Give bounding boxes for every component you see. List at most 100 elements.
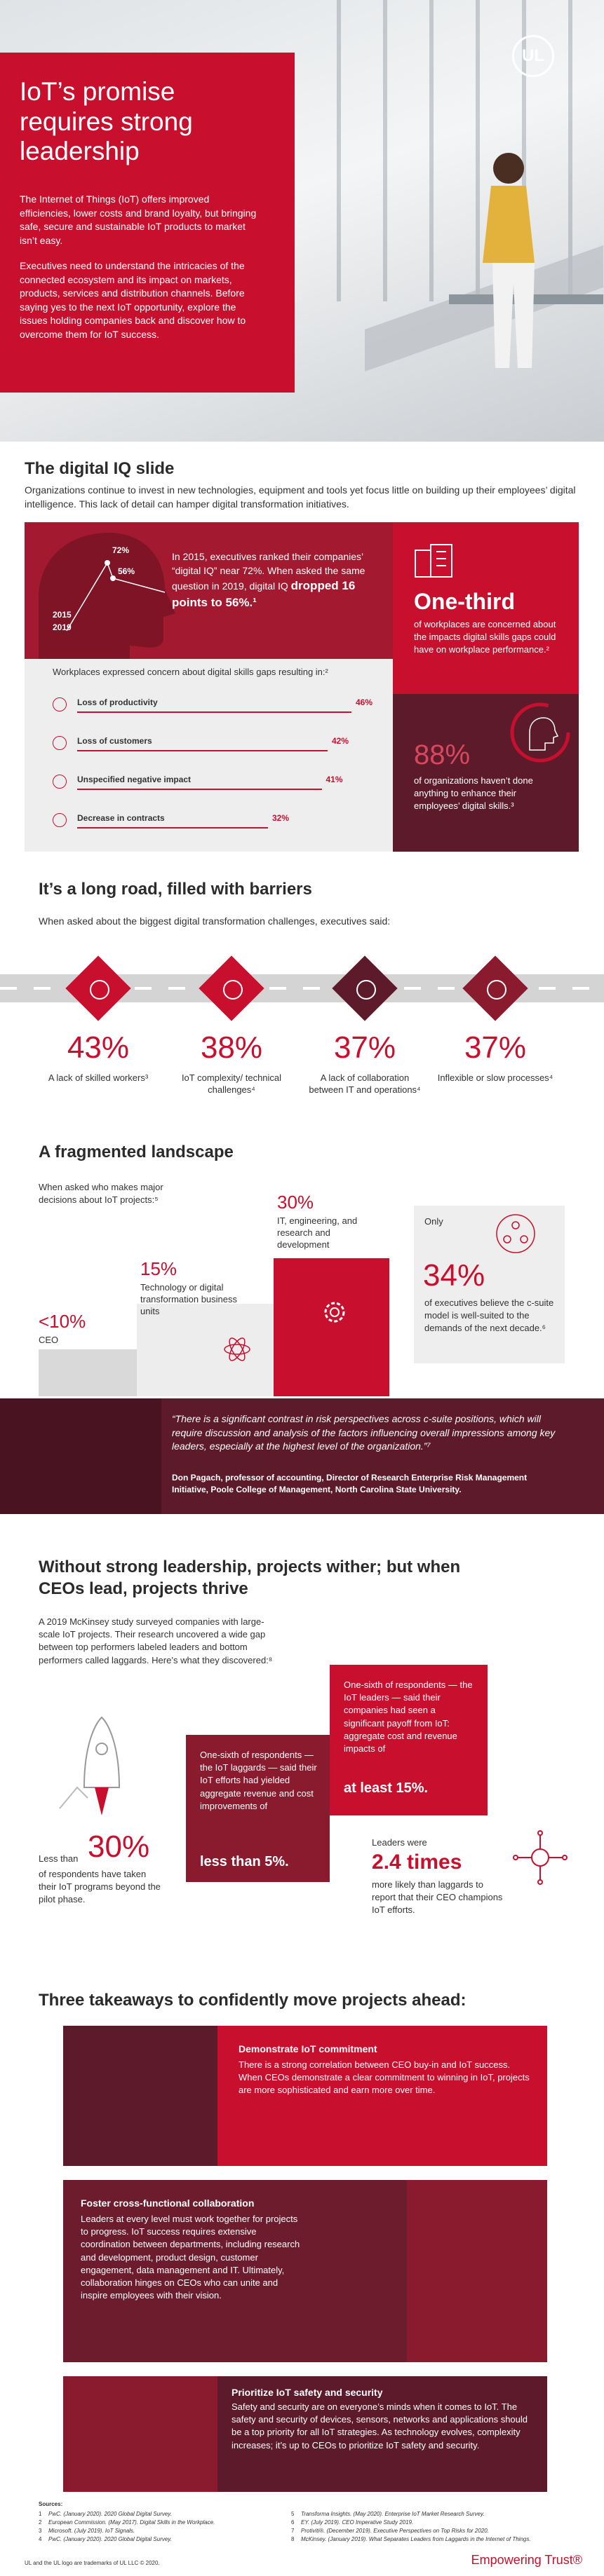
quote: “There is a significant contrast in risk…: [172, 1413, 556, 1452]
skill-bar: [77, 789, 322, 790]
road-dashes: [0, 987, 604, 990]
skill-bar: [77, 711, 351, 713]
pilot-lead: Less than: [39, 1853, 79, 1864]
rocket-illustration: [59, 1716, 121, 1815]
barrier-label: IoT complexity/ technical challenges⁴: [181, 1072, 282, 1095]
source-number: 5: [291, 2511, 295, 2517]
iq-year: 2019: [53, 622, 72, 632]
section-intro: When asked who makes major decisions abo…: [39, 1182, 163, 1206]
step-bar: [274, 1258, 389, 1396]
source-number: 3: [39, 2528, 42, 2534]
skill-label: Decrease in contracts: [77, 813, 165, 823]
building-icon: [415, 544, 452, 578]
skill-bar: [77, 827, 268, 829]
sources-heading: Sources:: [39, 2501, 63, 2507]
source-number: 6: [291, 2519, 295, 2526]
leaders-stat: at least 15%.: [344, 1780, 429, 1796]
hero-paragraph: The Internet of Things (IoT) offers impr…: [20, 193, 257, 246]
laggards-stat: less than 5%.: [200, 1854, 289, 1869]
ul-logo: UL: [512, 35, 554, 77]
skill-icon: [53, 813, 67, 827]
section-heading: Without strong leadership, projects with…: [39, 1558, 461, 1599]
laggards-text: One-sixth of respondents — the IoT lagga…: [200, 1750, 317, 1811]
barrier-label: A lack of collaboration between IT and o…: [309, 1072, 421, 1095]
skill-value: 32%: [272, 813, 290, 823]
source-text: McKinsey. (January 2019). What Separates…: [301, 2536, 531, 2542]
hero-paragraph: Executives need to understand the intric…: [20, 260, 246, 340]
section-heading: The digital IQ slide: [25, 459, 175, 478]
barrier-icon-mark: [90, 980, 109, 1000]
callout-lead: Only: [424, 1216, 443, 1227]
card-image: [407, 2180, 547, 2362]
source-number: 8: [291, 2536, 295, 2542]
callout-box: [414, 1206, 565, 1363]
step-bar: [39, 1349, 137, 1396]
card-title: Prioritize IoT safety and security: [231, 2387, 383, 2398]
card-image: [63, 2376, 217, 2492]
step-bar: [137, 1304, 274, 1396]
skill-value: 46%: [356, 697, 373, 707]
source-text: European Commission. (May 2017). Digital…: [48, 2519, 215, 2526]
skill-value: 41%: [326, 775, 343, 784]
iq-label: 56%: [118, 566, 135, 576]
source-number: 4: [39, 2536, 42, 2542]
skill-icon: [53, 697, 67, 711]
skill-value: 42%: [332, 736, 349, 746]
card-body: There is a strong correlation between CE…: [239, 2059, 530, 2096]
step-label: IT, engineering, and research and develo…: [277, 1215, 358, 1250]
source-text: PwC. (January 2020). 2020 Global Digital…: [48, 2536, 172, 2542]
section-intro: Organizations continue to invest in new …: [25, 484, 576, 510]
source-number: 2: [39, 2519, 42, 2526]
skill-icon: [53, 736, 67, 750]
step-stat: <10%: [39, 1311, 86, 1332]
barrier-icon-mark: [487, 980, 506, 1000]
barrier-icon-mark: [356, 980, 376, 1000]
head-circle-icon: [510, 702, 570, 763]
head-icon: [39, 533, 175, 659]
quote-accent: [0, 1398, 161, 1514]
iq-label: 72%: [112, 545, 130, 555]
skill-label: Loss of productivity: [77, 697, 158, 707]
barrier-icon-mark: [223, 980, 243, 1000]
section-heading: A fragmented landscape: [39, 1143, 234, 1161]
callout-text: of executives believe the c-suite model …: [424, 1297, 554, 1334]
iq-text-body: In 2015, executives ranked their compani…: [172, 551, 365, 592]
skills-panel: [25, 659, 393, 852]
card-image: [63, 2026, 217, 2166]
card-title: Demonstrate IoT commitment: [239, 2043, 377, 2054]
source-text: Transforma Insights. (May 2020). Enterpr…: [301, 2511, 485, 2517]
card-body: Leaders at every level must work togethe…: [81, 2214, 300, 2301]
iq-year: 2015: [53, 610, 72, 620]
ceo-stat: 2.4 times: [372, 1851, 462, 1874]
ceo-text: more likely than laggards to report that…: [372, 1879, 503, 1916]
barrier-label: A lack of skilled workers³: [48, 1072, 149, 1083]
stat: One-third: [414, 589, 515, 614]
barrier-label: Inflexible or slow processes⁴: [437, 1072, 553, 1083]
pilot-stat: 30%: [88, 1829, 150, 1864]
step-label: Technology or digital transformation bus…: [140, 1282, 238, 1316]
step-label: CEO: [39, 1335, 59, 1345]
network-icon: [513, 1830, 568, 1885]
barrier-stat: 38%: [200, 1030, 263, 1065]
eighty-eight-panel: [393, 694, 579, 852]
people-icon: [496, 1214, 535, 1253]
step-stat: 15%: [140, 1258, 177, 1279]
card: [217, 2026, 547, 2166]
pilot-text: of respondents have taken their IoT prog…: [39, 1869, 161, 1905]
iq-emphasis: dropped 16 points to 56%.¹: [172, 579, 356, 609]
barrier-stat: 37%: [464, 1030, 527, 1065]
card-title: Foster cross-functional collaboration: [81, 2197, 255, 2209]
skill-label: Unspecified negative impact: [77, 775, 192, 784]
leaders-box: [330, 1665, 488, 1815]
card-body: Safety and security are on everyone’s mi…: [231, 2401, 528, 2451]
card: [217, 2376, 547, 2492]
source-number: 1: [39, 2511, 42, 2517]
section-intro: When asked about the biggest digital tra…: [39, 915, 391, 927]
card: [63, 2180, 407, 2362]
trademark: UL and the UL logo are trademarks of UL …: [25, 2560, 160, 2566]
skill-label: Loss of customers: [77, 736, 152, 746]
stat: 88%: [414, 740, 471, 770]
atom-icon: [224, 1337, 250, 1361]
section-intro: A 2019 McKinsey study surveyed companies…: [39, 1616, 273, 1665]
